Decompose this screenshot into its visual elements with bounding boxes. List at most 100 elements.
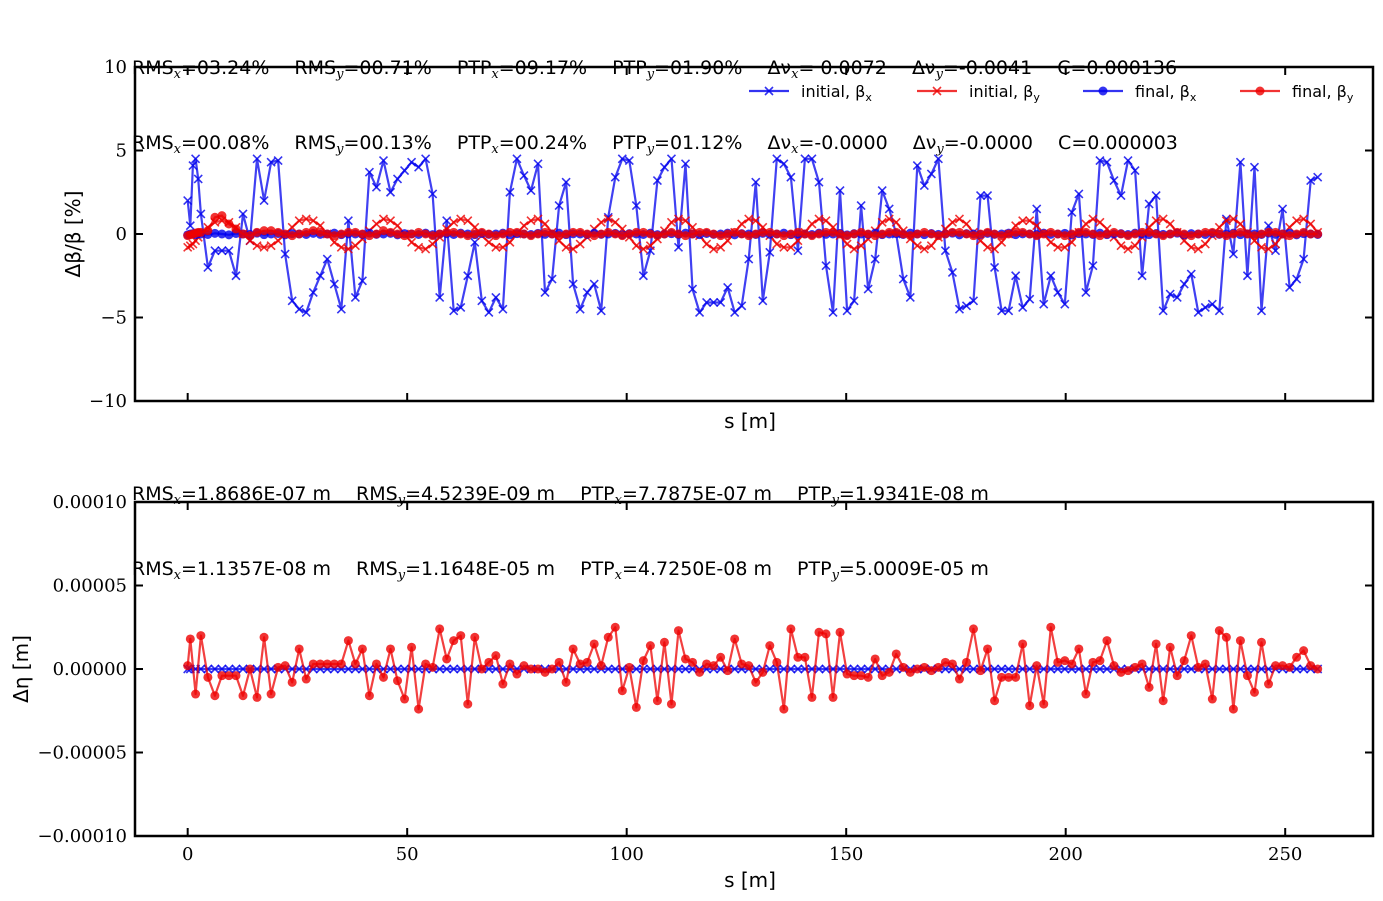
data-point [751,216,761,226]
data-point [1299,254,1309,264]
data-point [1032,221,1042,231]
data-point [540,287,550,298]
data-point [856,664,866,674]
data-point [751,229,761,239]
data-point [301,674,311,684]
data-point [463,231,473,241]
stat-item: RMSx=00.08% [132,132,270,157]
data-point [575,659,585,669]
data-point [954,227,964,237]
data-point [470,222,480,232]
data-point [919,662,929,672]
data-point [688,657,698,667]
data-point [280,661,290,671]
data-point [694,307,705,318]
data-point [1025,216,1035,226]
legend-label: initial, βx [801,82,872,104]
data-point [554,231,564,241]
data-point [582,287,592,298]
y-axis-label: Δβ/β [%] [61,191,85,278]
data-point [870,254,880,264]
data-point [393,229,403,239]
data-point [231,671,241,681]
data-point [961,219,972,229]
data-point [1074,189,1084,199]
data-point [435,229,445,239]
data-point [343,664,353,674]
data-point [716,231,726,241]
data-point [193,174,203,184]
data-point [638,656,648,666]
data-point [1130,165,1140,176]
legend-item: initial, βx [749,82,872,104]
data-point [919,244,929,254]
data-point [1256,229,1266,239]
data-point [961,657,971,667]
data-point [357,644,367,654]
data-point [1088,229,1098,239]
data-point [1151,191,1161,201]
data-point [744,214,754,224]
data-point [779,242,789,252]
data-point [1046,227,1056,237]
data-point [1018,302,1028,313]
stat-item: Δνx=-0.0000 [767,132,888,157]
data-point [456,631,466,641]
data-point [751,677,761,687]
stats-line: RMSx=00.08% RMSy=00.13% PTPx=00.24% PTPy… [132,131,1178,156]
data-point [793,227,803,237]
data-point [1179,279,1189,289]
data-point [702,227,712,237]
data-point [1151,229,1161,239]
data-point [659,637,669,647]
data-point [1264,679,1274,689]
data-point [1123,244,1133,254]
data-point [687,284,698,294]
data-point [1165,289,1175,299]
data-point [329,231,339,241]
data-point [294,644,304,654]
data-point [449,664,459,674]
data-point [688,229,698,239]
data-point [772,239,782,249]
data-point [744,231,754,241]
data-point [1039,299,1049,309]
data-point [638,227,648,237]
data-point [807,692,817,702]
data-point [477,227,487,237]
data-point [308,659,318,669]
data-point [1235,219,1245,229]
data-point [652,175,662,186]
data-point [1144,227,1154,237]
data-point [786,624,796,634]
data-point [463,699,473,709]
data-point [1306,661,1316,671]
data-point [835,229,845,239]
data-point [1011,271,1021,281]
data-point [491,292,501,303]
data-point [301,307,311,318]
data-point [940,657,950,667]
data-point [737,219,747,229]
data-point [786,242,796,252]
y-tick-label: 10 [104,57,127,78]
data-point [737,229,747,239]
data-point [1053,242,1063,252]
data-point [596,229,606,239]
data-point [905,667,915,677]
data-point [933,231,943,241]
data-point [273,227,283,237]
data-point [252,241,262,251]
data-point [793,246,803,256]
data-point [905,231,915,241]
data-point [673,626,683,636]
x-tick-label: 100 [610,844,644,865]
data-point [772,657,782,667]
data-point [484,307,494,318]
data-point [856,201,866,211]
data-point [1116,191,1126,201]
data-point [294,304,304,314]
data-point [210,664,220,674]
data-point [969,231,979,241]
data-point [891,217,901,227]
